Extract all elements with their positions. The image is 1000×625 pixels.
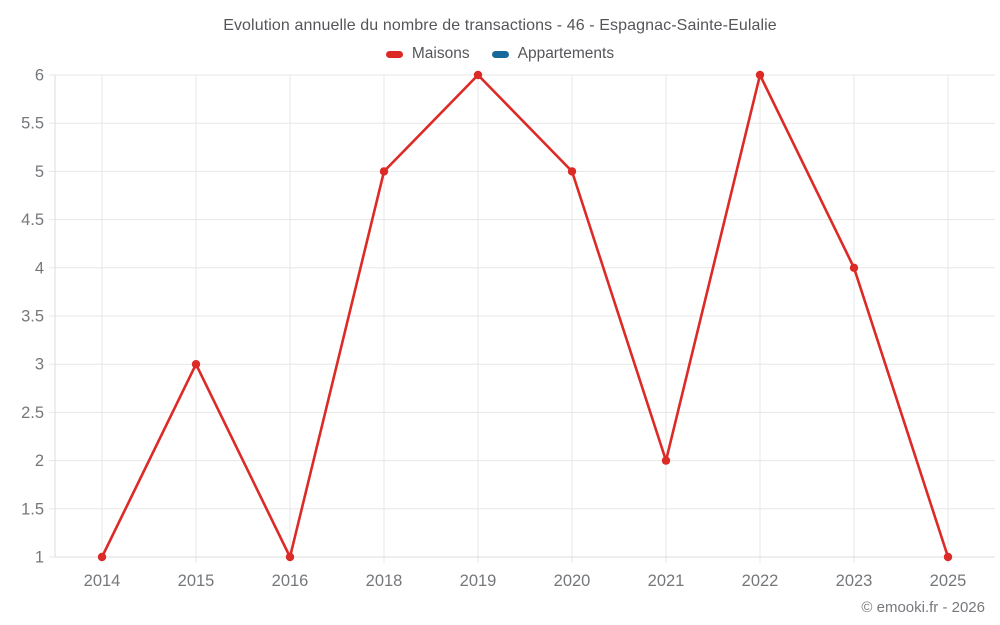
maisons-data-point[interactable]: [285, 552, 295, 562]
x-tick-label: 2025: [930, 572, 967, 590]
y-tick-label: 4: [35, 259, 44, 277]
y-tick-label: 2.5: [21, 404, 44, 422]
y-tick-label: 5: [35, 163, 44, 181]
legend-label-appartements: Appartements: [517, 45, 615, 62]
y-tick-label: 1: [35, 549, 44, 567]
x-tick-label: 2020: [554, 572, 591, 590]
x-tick-label: 2019: [460, 572, 497, 590]
x-tick-label: 2021: [648, 572, 685, 590]
maisons-data-point[interactable]: [473, 70, 483, 80]
maisons-data-point[interactable]: [379, 167, 389, 176]
chart-legend: Maisons Appartements: [0, 45, 1000, 63]
y-tick-label: 6: [35, 67, 44, 85]
chart-title: Evolution annuelle du nombre de transact…: [223, 17, 777, 34]
maisons-data-point[interactable]: [943, 552, 953, 562]
legend-item-appartements[interactable]: Appartements: [491, 45, 615, 63]
copyright-text: © emooki.fr - 2026: [861, 599, 985, 616]
x-tick-label: 2022: [742, 572, 779, 590]
y-tick-label: 1.5: [21, 500, 44, 518]
x-tick-label: 2018: [366, 572, 403, 590]
y-tick-label: 5.5: [21, 115, 44, 133]
legend-item-maisons[interactable]: Maisons: [385, 45, 470, 63]
maisons-data-point[interactable]: [97, 552, 107, 562]
x-tick-label: 2015: [178, 572, 215, 590]
y-tick-label: 3.5: [21, 308, 44, 326]
maisons-data-point[interactable]: [191, 360, 201, 369]
maisons-data-point[interactable]: [567, 167, 577, 176]
y-tick-label: 3: [35, 356, 44, 374]
maisons-data-point[interactable]: [661, 456, 671, 465]
maisons-line: [100, 73, 950, 559]
legend-label-maisons: Maisons: [411, 45, 470, 62]
x-tick-label: 2016: [272, 572, 309, 590]
x-tick-label: 2014: [84, 572, 121, 590]
appartements-swatch-icon: [491, 50, 509, 58]
maisons-data-point[interactable]: [755, 70, 765, 80]
y-tick-label: 4.5: [21, 211, 44, 229]
maisons-swatch-icon: [385, 50, 403, 58]
x-tick-label: 2023: [836, 572, 873, 590]
maisons-data-point[interactable]: [849, 263, 859, 272]
y-tick-label: 2: [35, 452, 44, 470]
